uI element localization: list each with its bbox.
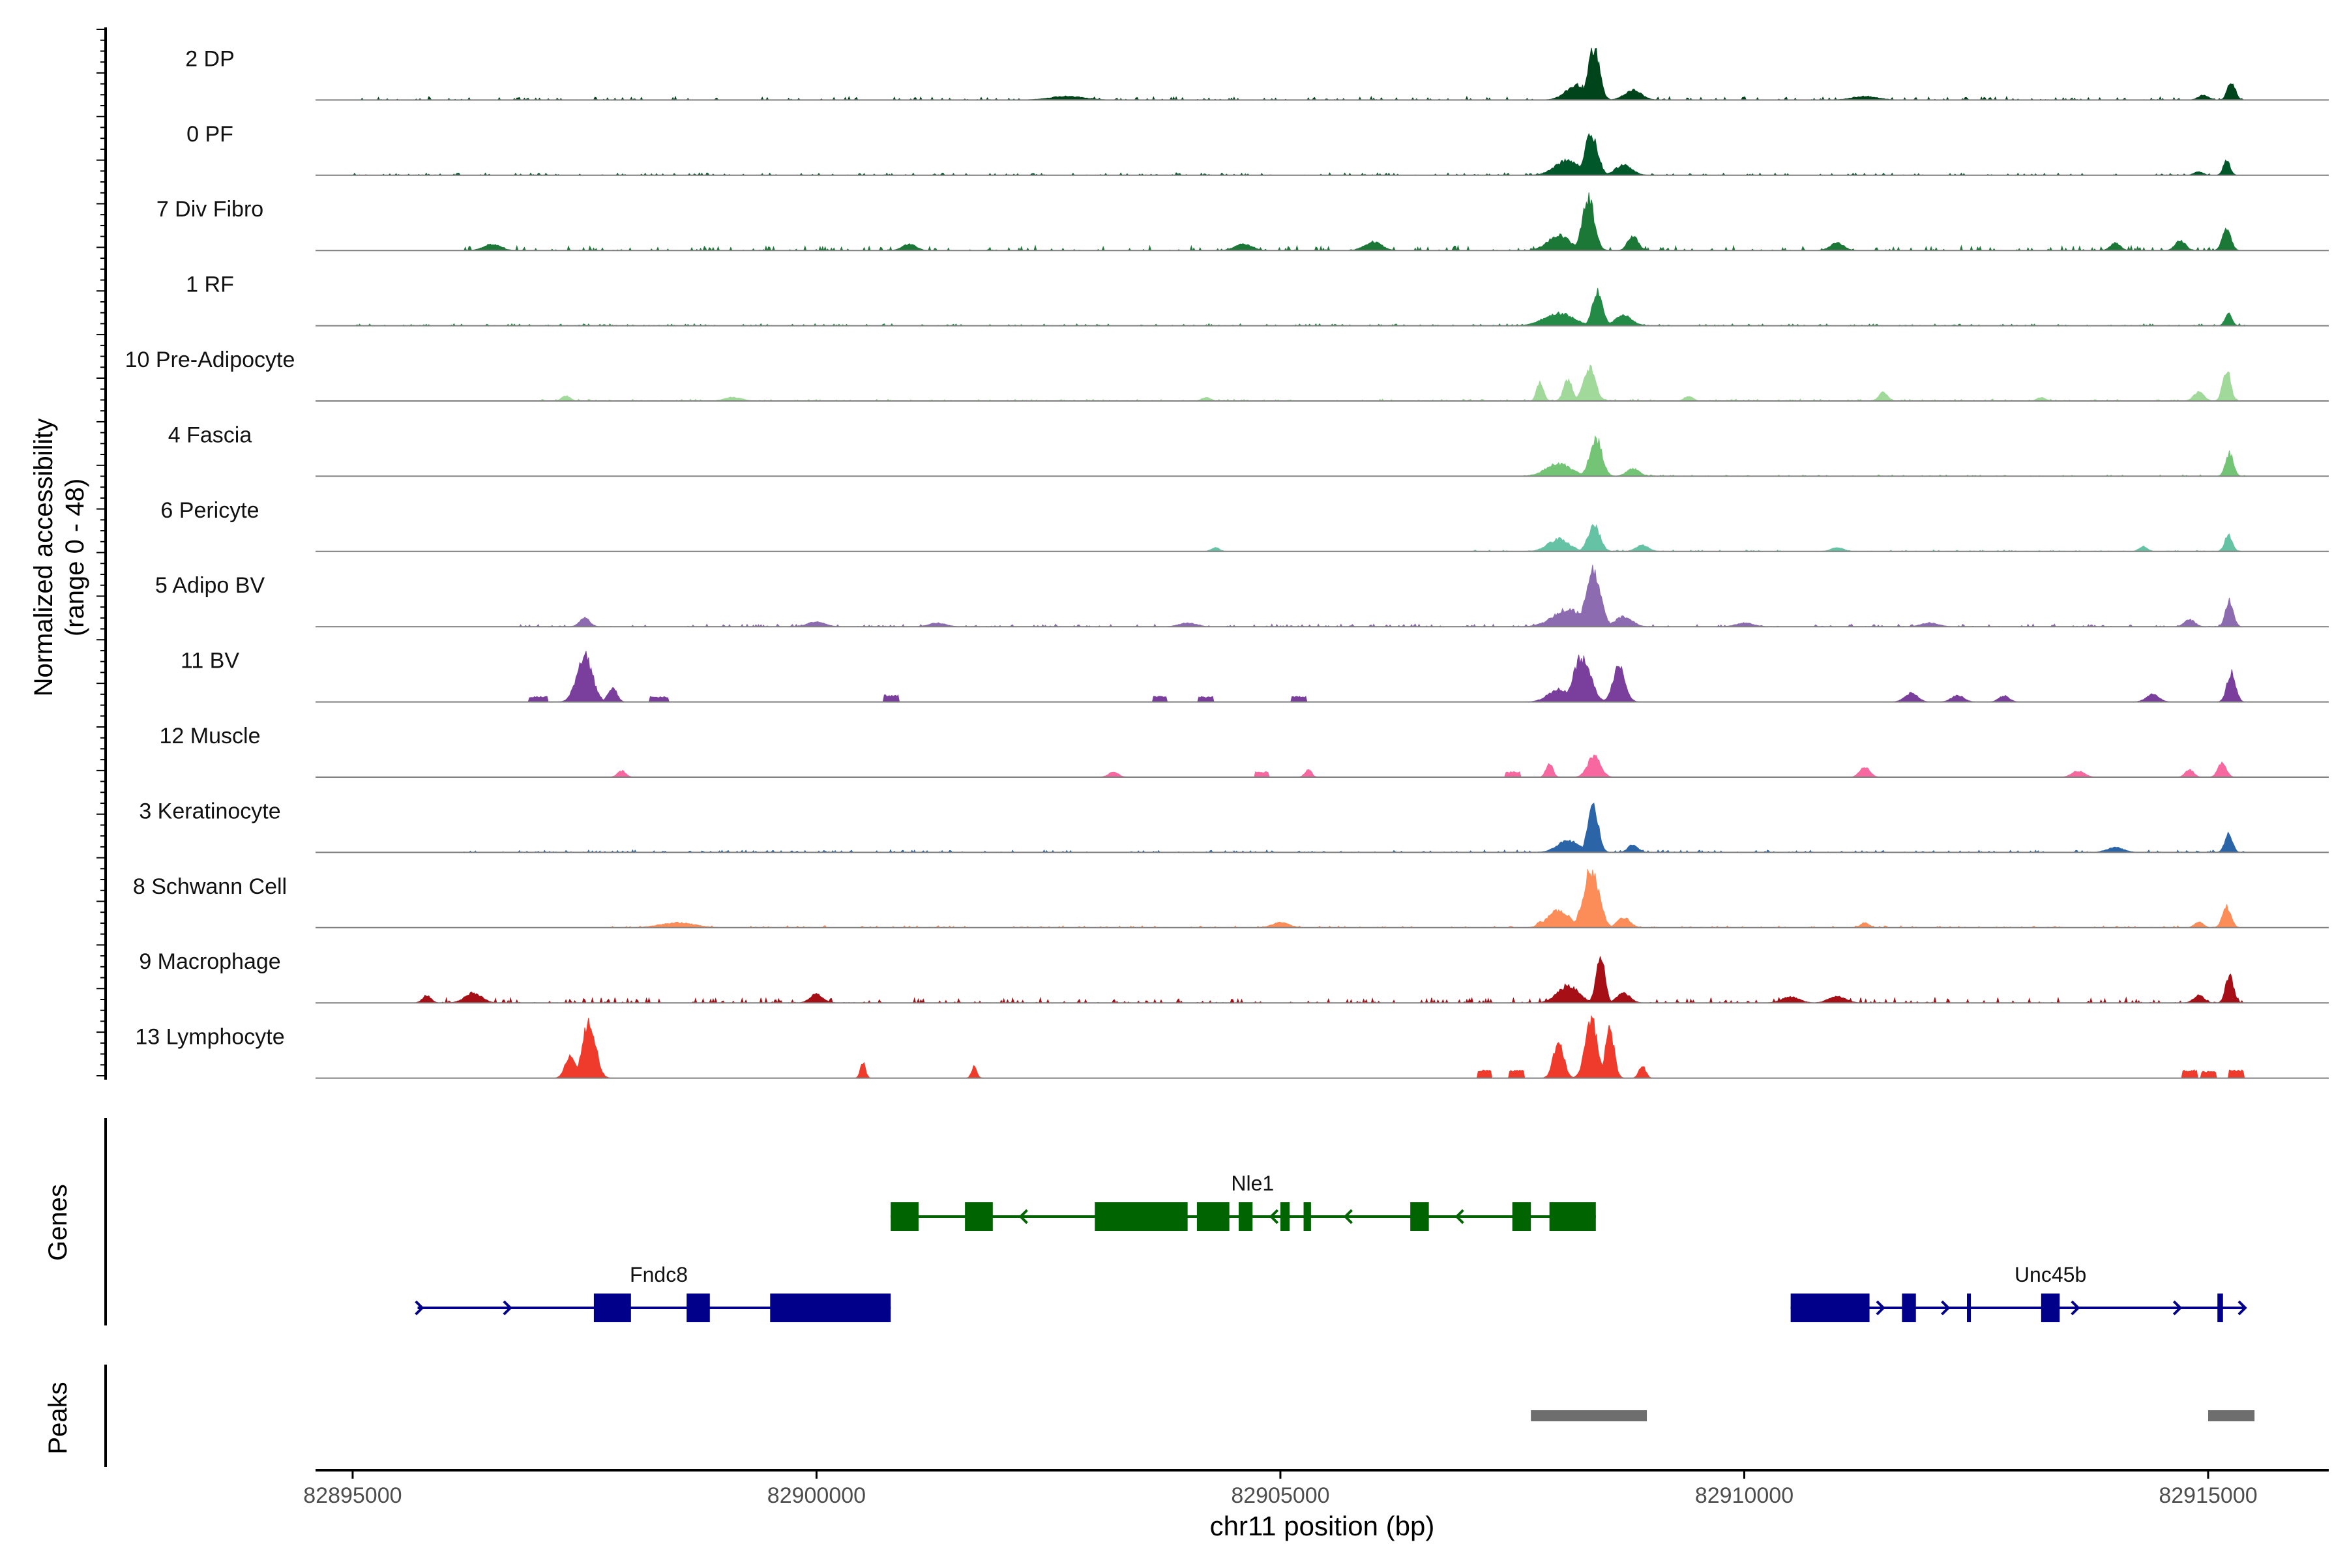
coverage-area: [316, 868, 2329, 928]
strand-arrow: [1941, 1300, 1951, 1316]
x-tick-label: 82905000: [1231, 1483, 1329, 1508]
gene-exon: [965, 1202, 993, 1231]
track-8: 11 BV: [181, 649, 2329, 703]
gene-exon: [1238, 1202, 1253, 1231]
strand-arrow: [2071, 1300, 2080, 1316]
y-axis-label-line1: Normalized accessibility: [29, 419, 58, 697]
track-label: 1 RF: [186, 273, 234, 297]
gene-exon: [1095, 1202, 1188, 1231]
gene-fndc8: Fndc8: [415, 1263, 891, 1322]
coverage-area: [316, 1014, 2329, 1079]
strand-arrow: [1876, 1300, 1885, 1316]
gene-exon: [1280, 1202, 1290, 1231]
gene-exon: [1410, 1202, 1429, 1231]
strand-arrow: [1018, 1209, 1028, 1224]
track-label: 3 Keratinocyte: [139, 799, 280, 823]
gene-exon: [686, 1294, 710, 1322]
gene-exon: [2041, 1294, 2060, 1322]
x-tick-label: 82900000: [767, 1483, 866, 1508]
strand-arrow: [1343, 1209, 1353, 1224]
gene-exon: [1902, 1294, 1916, 1322]
left-axes: [96, 27, 107, 1467]
track-label: 0 PF: [186, 122, 233, 147]
coverage-area: [316, 651, 2329, 703]
x-tick-label: 82910000: [1695, 1483, 1793, 1508]
track-label: 12 Muscle: [160, 724, 261, 748]
gene-exon: [770, 1294, 891, 1322]
track-11: 8 Schwann Cell: [133, 868, 2329, 928]
gene-exon: [1790, 1294, 1870, 1322]
track-12: 9 Macrophage: [139, 949, 2329, 1005]
genes-panel-label: Genes: [44, 1184, 72, 1261]
gene-exon: [2217, 1294, 2223, 1322]
peaks-panel-label: Peaks: [44, 1382, 72, 1454]
coverage-area: [316, 132, 2329, 176]
track-10: 3 Keratinocyte: [139, 799, 2329, 853]
gene-name-label: Nle1: [1231, 1172, 1274, 1195]
track-0: 2 DP: [185, 46, 2329, 101]
strand-arrow: [2172, 1300, 2183, 1316]
x-axis-label: chr11 position (bp): [1210, 1511, 1435, 1541]
track-label: 13 Lymphocyte: [135, 1025, 284, 1050]
track-7: 5 Adipo BV: [155, 565, 2329, 628]
coverage-area: [316, 754, 2329, 778]
gene-exon: [1549, 1202, 1596, 1231]
coverage-tracks: 2 DP 0 PF 7 Div Fibro 1 RF 10 Pre-Adipocyte 4…: [125, 46, 2329, 1079]
gene-name-label: Unc45b: [2015, 1263, 2086, 1286]
track-label: 11 BV: [181, 649, 239, 673]
track-5: 4 Fascia: [168, 422, 2329, 477]
track-label: 4 Fascia: [168, 422, 252, 447]
coverage-area: [316, 565, 2329, 628]
x-tick-label: 82895000: [303, 1483, 402, 1508]
coverage-area: [316, 192, 2329, 252]
gene-exon: [1967, 1294, 1971, 1322]
x-tick-label: 82915000: [2159, 1483, 2257, 1508]
track-9: 12 Muscle: [160, 724, 2329, 778]
peak-region: [1531, 1410, 1647, 1421]
track-13: 13 Lymphocyte: [135, 1014, 2329, 1079]
strand-arrow: [2237, 1300, 2247, 1316]
coverage-area: [316, 364, 2329, 402]
track-label: 7 Div Fibro: [156, 197, 263, 222]
gene-nle1: Nle1: [891, 1172, 1596, 1231]
coverage-area: [316, 803, 2329, 853]
peak-panel: [1531, 1410, 2255, 1421]
gene-panel: Nle1 Fndc8 Unc45b: [415, 1172, 2247, 1322]
coverage-area: [316, 435, 2329, 477]
strand-arrow: [1557, 1209, 1567, 1224]
gene-unc45b: Unc45b: [1790, 1263, 2247, 1322]
coverage-area: [316, 288, 2329, 327]
track-label: 9 Macrophage: [139, 949, 280, 974]
strand-arrow: [415, 1300, 424, 1316]
track-1: 0 PF: [186, 122, 2329, 176]
track-label: 2 DP: [185, 46, 235, 71]
gene-exon: [1512, 1202, 1531, 1231]
track-label: 10 Pre-Adipocyte: [125, 348, 295, 372]
strand-arrow: [503, 1300, 512, 1316]
track-label: 8 Schwann Cell: [133, 874, 287, 899]
coverage-area: [316, 524, 2329, 552]
track-label: 5 Adipo BV: [155, 573, 265, 598]
track-6: 6 Pericyte: [160, 498, 2329, 552]
track-3: 1 RF: [186, 273, 2329, 327]
coverage-area: [316, 48, 2329, 101]
track-4: 10 Pre-Adipocyte: [125, 348, 2329, 402]
strand-arrow: [1269, 1209, 1279, 1224]
x-axis: 82895000 82900000 82905000 82910000 82915000: [303, 1469, 2329, 1508]
gene-name-label: Fndc8: [630, 1263, 688, 1286]
gene-exon: [1196, 1202, 1230, 1231]
peak-region: [2208, 1410, 2255, 1421]
coverage-area: [316, 956, 2329, 1005]
track-label: 6 Pericyte: [160, 498, 259, 523]
track-2: 7 Div Fibro: [156, 192, 2329, 252]
strand-arrow: [1454, 1209, 1464, 1224]
gene-exon: [891, 1202, 919, 1231]
gene-exon: [1303, 1202, 1311, 1231]
y-axis-label-line2: (range 0 - 48): [61, 479, 89, 636]
gene-exon: [593, 1294, 631, 1322]
